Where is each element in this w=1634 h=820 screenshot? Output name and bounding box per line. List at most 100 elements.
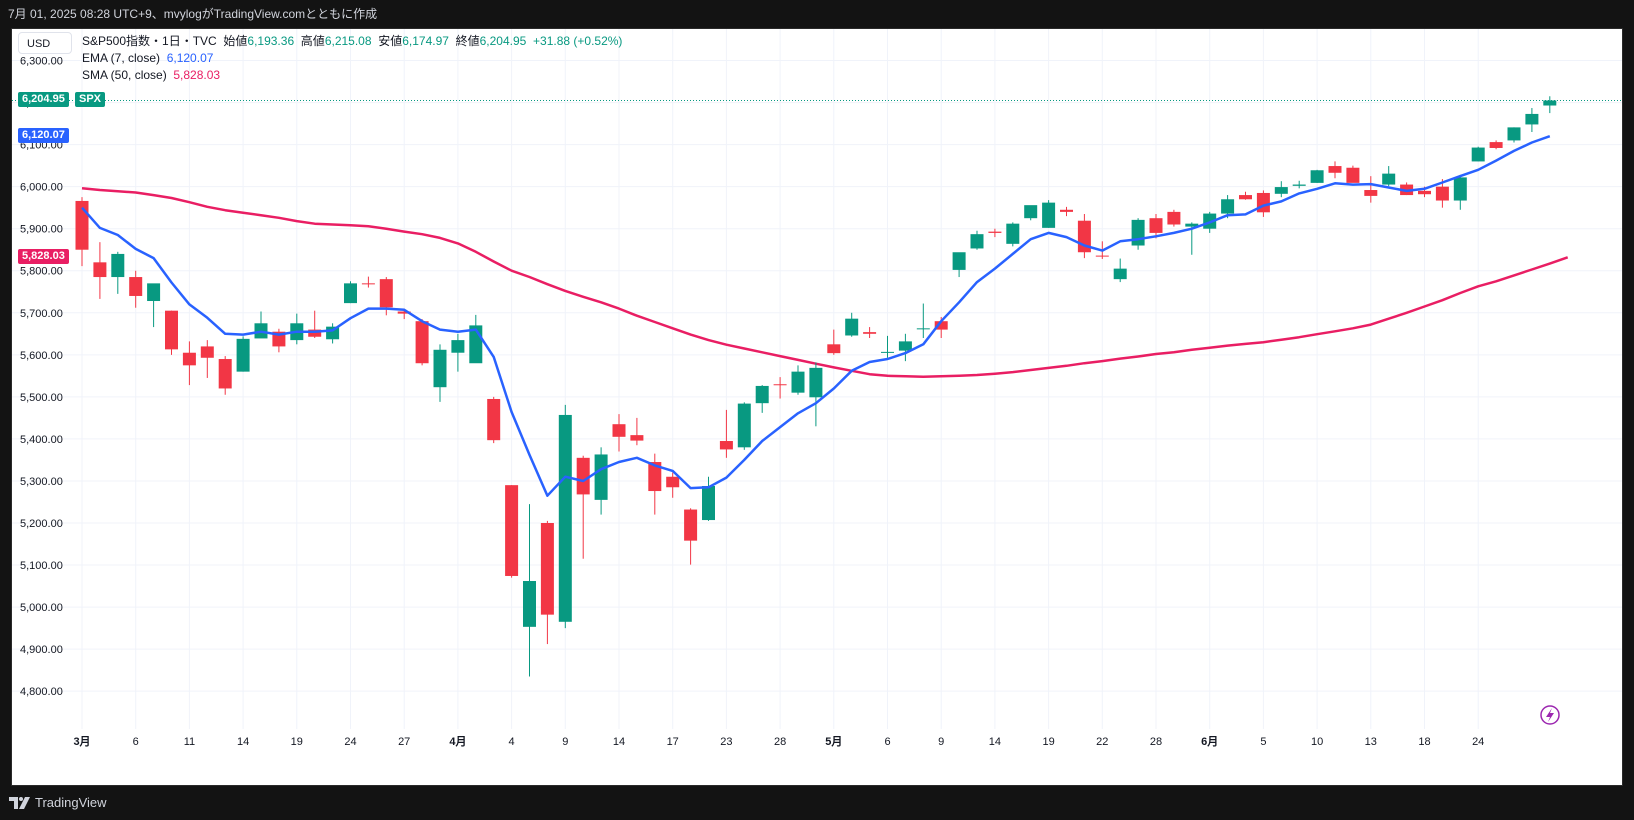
sma-chip: 5,828.03 (18, 249, 69, 265)
candle-body (272, 331, 286, 347)
x-tick-label: 6 (884, 736, 890, 748)
symbol-chip: SPX (75, 92, 106, 108)
y-tick-label: 4,800.00 (20, 686, 63, 698)
y-tick-label: 5,400.00 (20, 434, 63, 446)
candle-body (523, 581, 536, 627)
candle (1507, 127, 1521, 143)
candle (218, 356, 232, 395)
candle-body (1435, 186, 1449, 201)
candle-body (809, 367, 823, 398)
candle (1400, 182, 1414, 196)
ema-row[interactable]: EMA (7, close) 6,120.07 (82, 50, 622, 67)
candle-body (719, 441, 733, 450)
candle-body (881, 351, 894, 353)
candle (451, 333, 465, 372)
sma-row[interactable]: SMA (50, close) 5,828.03 (82, 67, 622, 84)
candle-body (845, 318, 859, 336)
y-axis-ticks: 6,300.006,200.006,100.006,000.005,900.00… (20, 56, 63, 699)
candle-body (93, 262, 107, 278)
tradingview-brand: TradingView (35, 795, 107, 810)
x-tick-label: 14 (237, 736, 249, 748)
candle-body (594, 454, 608, 500)
y-tick-label: 5,300.00 (20, 476, 63, 488)
candle-body (540, 522, 554, 615)
ohlc-row[interactable]: S&P500指数・1日・TVC 始値6,193.36 高値6,215.08 安値… (82, 33, 622, 50)
candle-body (684, 509, 698, 541)
x-tick-label: 14 (989, 736, 1001, 748)
currency-selector[interactable]: USD (18, 32, 72, 54)
candle (469, 314, 483, 364)
candle (666, 472, 680, 498)
candle (272, 328, 286, 353)
candle (415, 319, 429, 366)
candle-body (755, 385, 769, 404)
x-tick-label: 18 (1418, 736, 1430, 748)
candle-body (666, 476, 680, 488)
candle-body (1310, 170, 1324, 183)
ema-line (81, 135, 1551, 497)
candle-body (218, 359, 232, 389)
candle-body (1239, 195, 1252, 200)
candle-body (1185, 223, 1199, 227)
candle-body (576, 457, 590, 495)
y-tick-label: 5,100.00 (20, 560, 63, 572)
candle (433, 344, 447, 402)
candle-body (236, 338, 250, 372)
candle (505, 485, 519, 578)
tradingview-logo-icon (9, 796, 30, 809)
candle (165, 310, 178, 355)
sma-layer (81, 187, 1569, 378)
candle (576, 455, 590, 559)
x-tick-label: 5 (1260, 736, 1266, 748)
candle-body (612, 424, 626, 437)
candle-body (648, 462, 662, 492)
y-tick-label: 5,800.00 (20, 266, 63, 278)
candle-body (773, 384, 787, 386)
y-tick-label: 6,300.00 (20, 56, 63, 68)
candle (129, 270, 143, 308)
candle-body (952, 252, 966, 270)
candle-body (1346, 167, 1360, 183)
candle (1024, 205, 1038, 221)
candle-body (344, 283, 357, 304)
candle-body (487, 398, 501, 441)
candle-body (1131, 219, 1145, 246)
candle (1060, 206, 1073, 217)
flash-icon[interactable] (1540, 705, 1560, 725)
chart-panel[interactable]: 6,300.006,200.006,100.006,000.005,900.00… (11, 28, 1623, 786)
x-tick-label: 6 (133, 736, 139, 748)
candle (290, 313, 304, 345)
candle (1346, 165, 1360, 183)
chart-header: 7月 01, 2025 08:28 UTC+9、mvylogがTradingVi… (8, 7, 378, 21)
candle-body (379, 279, 393, 308)
candle (1274, 181, 1288, 198)
candle-body (1328, 166, 1342, 173)
tradingview-logo[interactable]: TradingView (9, 795, 107, 810)
candlestick-chart[interactable]: 6,300.006,200.006,100.006,000.005,900.00… (12, 29, 1622, 785)
candle (970, 230, 984, 250)
candle-body (1453, 177, 1467, 201)
candle-body (182, 352, 196, 366)
candle-body (916, 328, 930, 330)
candle (1077, 213, 1091, 259)
candle-body (1525, 113, 1539, 125)
candle-body (1221, 199, 1235, 214)
x-tick-label: 6月 (1201, 735, 1218, 748)
candle-body (147, 283, 161, 302)
candle (648, 453, 662, 515)
candle-body (558, 414, 572, 622)
candle-body (988, 231, 1002, 233)
candle-body (1167, 211, 1181, 225)
candle-body (129, 277, 143, 296)
candle-body (165, 310, 178, 350)
candle-body (1095, 255, 1109, 257)
candle (791, 365, 805, 395)
x-tick-label: 9 (562, 736, 568, 748)
candle-body (1060, 209, 1073, 212)
x-tick-label: 24 (1472, 736, 1484, 748)
y-tick-label: 5,200.00 (20, 518, 63, 530)
candle-body (1042, 202, 1056, 228)
candle (612, 414, 626, 452)
candle (1453, 174, 1467, 210)
candle-body (934, 321, 948, 330)
